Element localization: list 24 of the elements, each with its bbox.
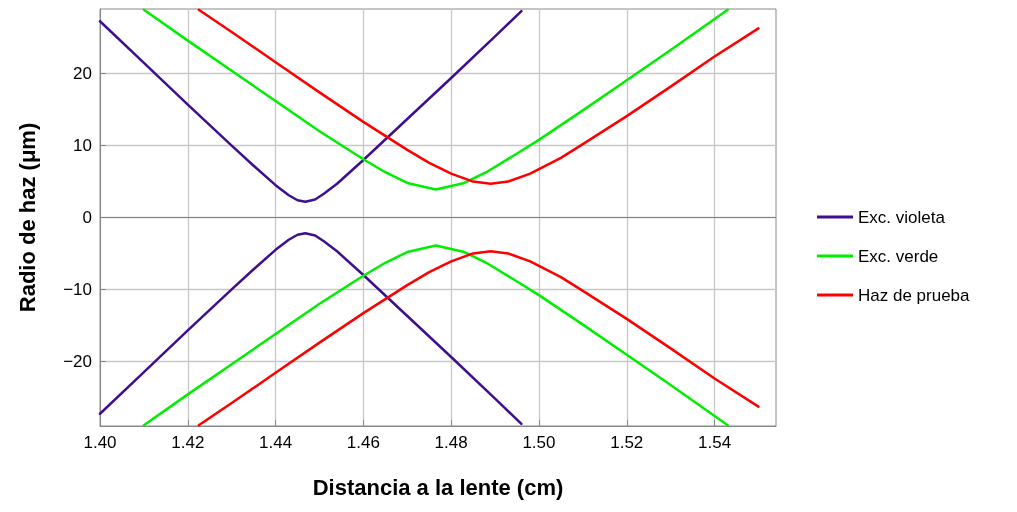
- line-series: [98, 232, 523, 426]
- line-series: [197, 8, 760, 185]
- x-tick-label: 1.50: [522, 433, 556, 452]
- y-tick-label: −10: [63, 279, 92, 299]
- x-tick-label: 1.42: [171, 433, 205, 452]
- legend-label: Exc. verde: [858, 246, 939, 266]
- y-tick-label: −20: [63, 351, 92, 371]
- x-tick-label: 1.54: [698, 433, 732, 452]
- line-series: [197, 250, 760, 427]
- x-tick-label: 1.40: [83, 433, 117, 452]
- y-tick-label: 10: [73, 136, 92, 156]
- x-axis-title: Distancia a la lente (cm): [312, 474, 564, 500]
- legend-label: Exc. violeta: [858, 207, 946, 227]
- line-series: [142, 244, 729, 427]
- y-tick-label: 0: [82, 208, 92, 227]
- line-series: [98, 9, 523, 203]
- x-tick-label: 1.48: [434, 433, 468, 452]
- x-tick-label: 1.46: [346, 433, 380, 452]
- line-series: [142, 8, 729, 191]
- x-tick-label: 1.52: [610, 433, 644, 452]
- x-tick-label: 1.44: [259, 433, 293, 452]
- y-axis-title: Radio de haz (μm): [14, 122, 40, 313]
- legend-label: Haz de prueba: [858, 285, 971, 305]
- y-tick-label: 20: [73, 64, 92, 84]
